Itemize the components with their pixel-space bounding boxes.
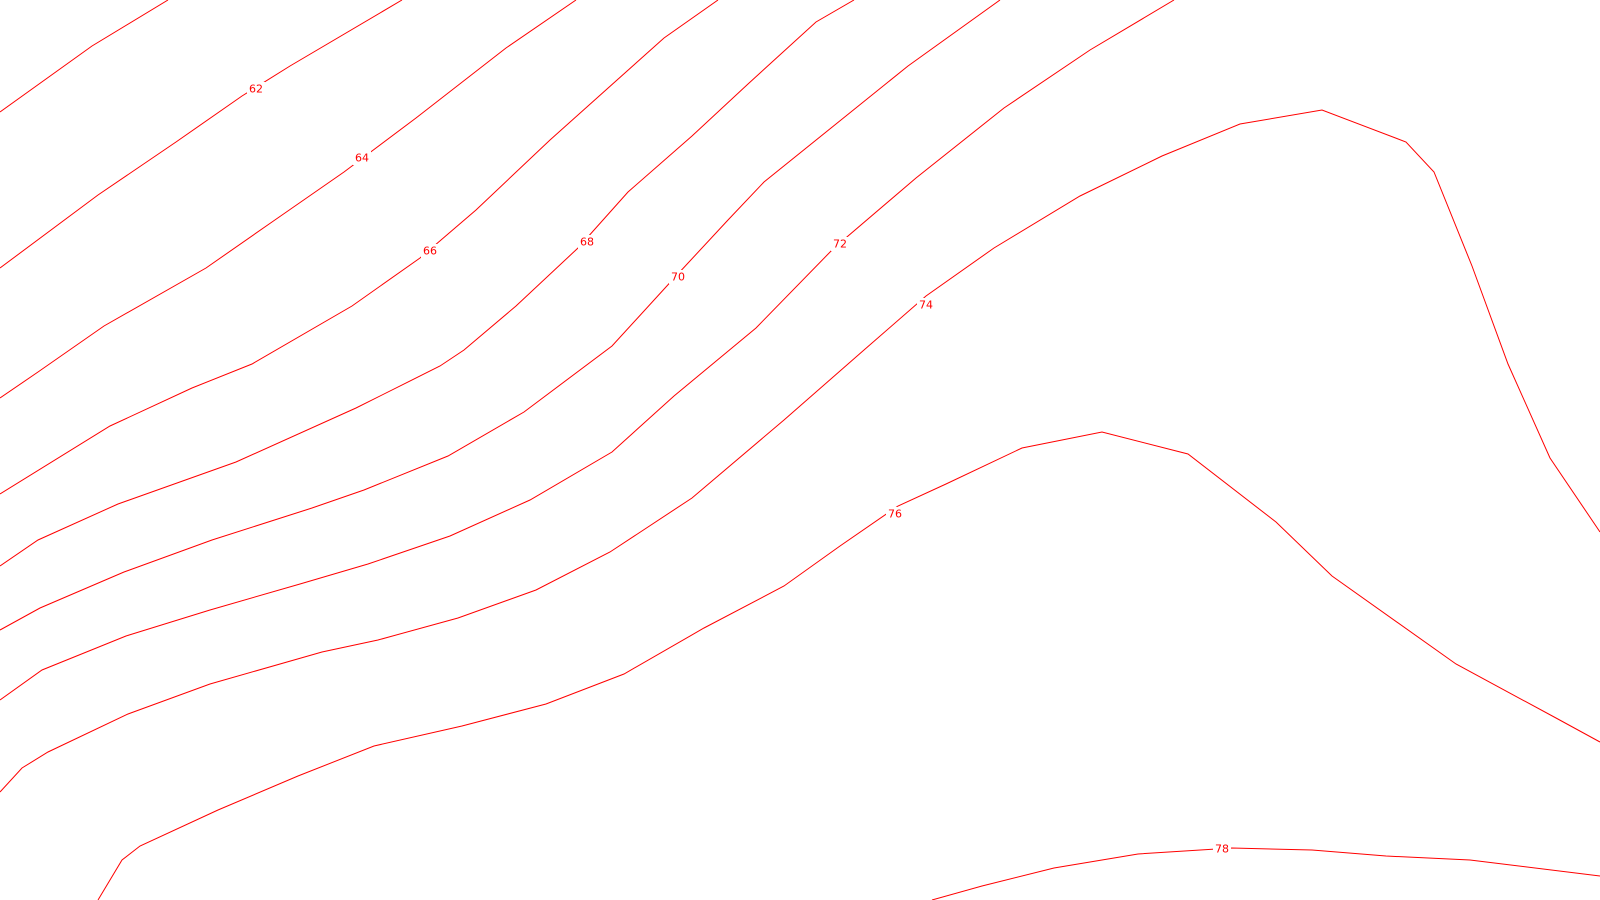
contour-label-76: 76: [888, 508, 902, 521]
contour-line-74: [0, 109, 1600, 793]
contour-line-76: [97, 431, 1600, 900]
contour-label-group-64: 64: [353, 151, 371, 165]
contour-line: [0, 0, 169, 113]
contour-label-group-76: 76: [886, 507, 904, 521]
contour-label-72: 72: [833, 238, 847, 251]
contour-label-group-70: 70: [669, 270, 687, 284]
contour-label-70: 70: [671, 271, 685, 284]
contour-label-64: 64: [355, 152, 369, 165]
contour-line-62: [0, 0, 403, 269]
contour-label-66: 66: [423, 245, 437, 258]
contour-line-70: [0, 0, 1001, 631]
contour-label-group-62: 62: [247, 82, 265, 96]
contour-label-74: 74: [919, 299, 933, 312]
contour-line-68: [0, 0, 855, 567]
contour-label-group-74: 74: [917, 298, 935, 312]
contour-label-78: 78: [1215, 843, 1229, 856]
contour-line-64: [0, 0, 577, 399]
contour-label-group-66: 66: [421, 244, 439, 258]
contour-line-66: [0, 0, 719, 495]
contour-label-62: 62: [249, 83, 263, 96]
contour-label-group-68: 68: [578, 235, 596, 249]
contour-label-group-72: 72: [831, 237, 849, 251]
contour-label-group-78: 78: [1213, 842, 1231, 856]
contour-line-78: [931, 847, 1600, 900]
contour-label-68: 68: [580, 236, 594, 249]
contour-line-72: [0, 0, 1175, 701]
